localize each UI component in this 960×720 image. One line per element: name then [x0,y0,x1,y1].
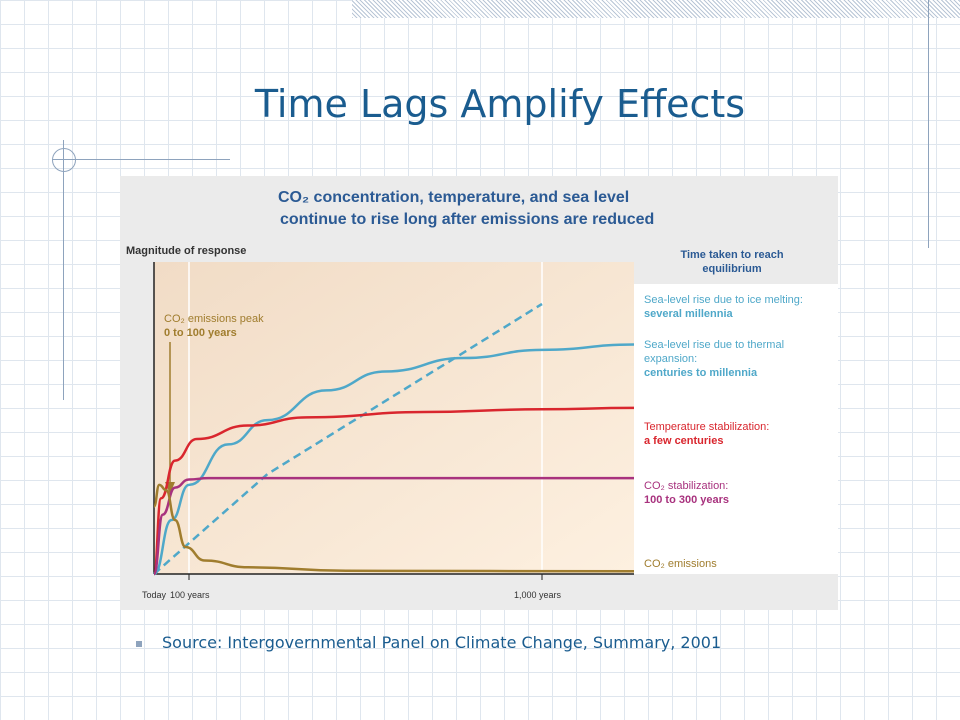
series-line-sea_ice [153,302,543,575]
annotation-line1: CO₂ emissions peak [164,313,264,325]
legend-sea-ice-line2: several millennia [644,308,734,320]
bullet-icon [136,640,142,647]
decorative-horizontal-rule [52,159,230,160]
source-text: Source: Intergovernmental Panel on Clima… [162,633,722,652]
x-tick-label-1000-years: 1,000 years [514,590,562,600]
legend-background [634,284,838,574]
legend-title-line1: Time taken to reach [680,249,783,261]
series-line-co2_emissions [152,483,635,573]
decorative-vertical-rule [928,0,929,248]
plot-background [154,262,634,574]
legend-co2-stab-line2: 100 to 300 years [644,494,729,506]
decorative-circle-icon [52,148,76,172]
legend-co2-emissions: CO₂ emissions [644,558,717,570]
series-layer [152,302,635,576]
legend-sea-ice-line1: Sea-level rise due to ice melting: [644,294,803,306]
legend-sea-thermal-line3: centuries to millennia [644,367,758,379]
source-bullet-item: Source: Intergovernmental Panel on Clima… [136,633,721,652]
legend-co2-stab-line1: CO₂ stabilization: [644,480,728,492]
decorative-hatch-band [352,0,960,18]
decorative-left-rule [63,140,64,400]
legend-sea-thermal-line2: expansion: [644,353,697,365]
legend-sea-thermal-line1: Sea-level rise due to thermal [644,339,784,351]
x-tick-label-today: Today [142,590,167,600]
chart-figure: CO₂ concentration, temperature, and sea … [120,176,838,610]
x-tick-label-100-years: 100 years [170,590,210,600]
chart-title-line2: continue to rise long after emissions ar… [280,211,654,228]
legend-temperature-line1: Temperature stabilization: [644,421,769,433]
annotation-line2: 0 to 100 years [164,327,237,339]
chart-svg: CO₂ concentration, temperature, and sea … [126,189,838,600]
series-line-co2_stab [152,476,634,576]
series-line-sea_thermal [153,343,635,576]
chart-title-line1: CO₂ concentration, temperature, and sea … [278,189,629,206]
legend-temperature-line2: a few centuries [644,435,723,447]
y-axis-label: Magnitude of response [126,245,246,257]
legend-title-line2: equilibrium [702,263,762,275]
slide-title: Time Lags Amplify Effects [254,82,746,126]
